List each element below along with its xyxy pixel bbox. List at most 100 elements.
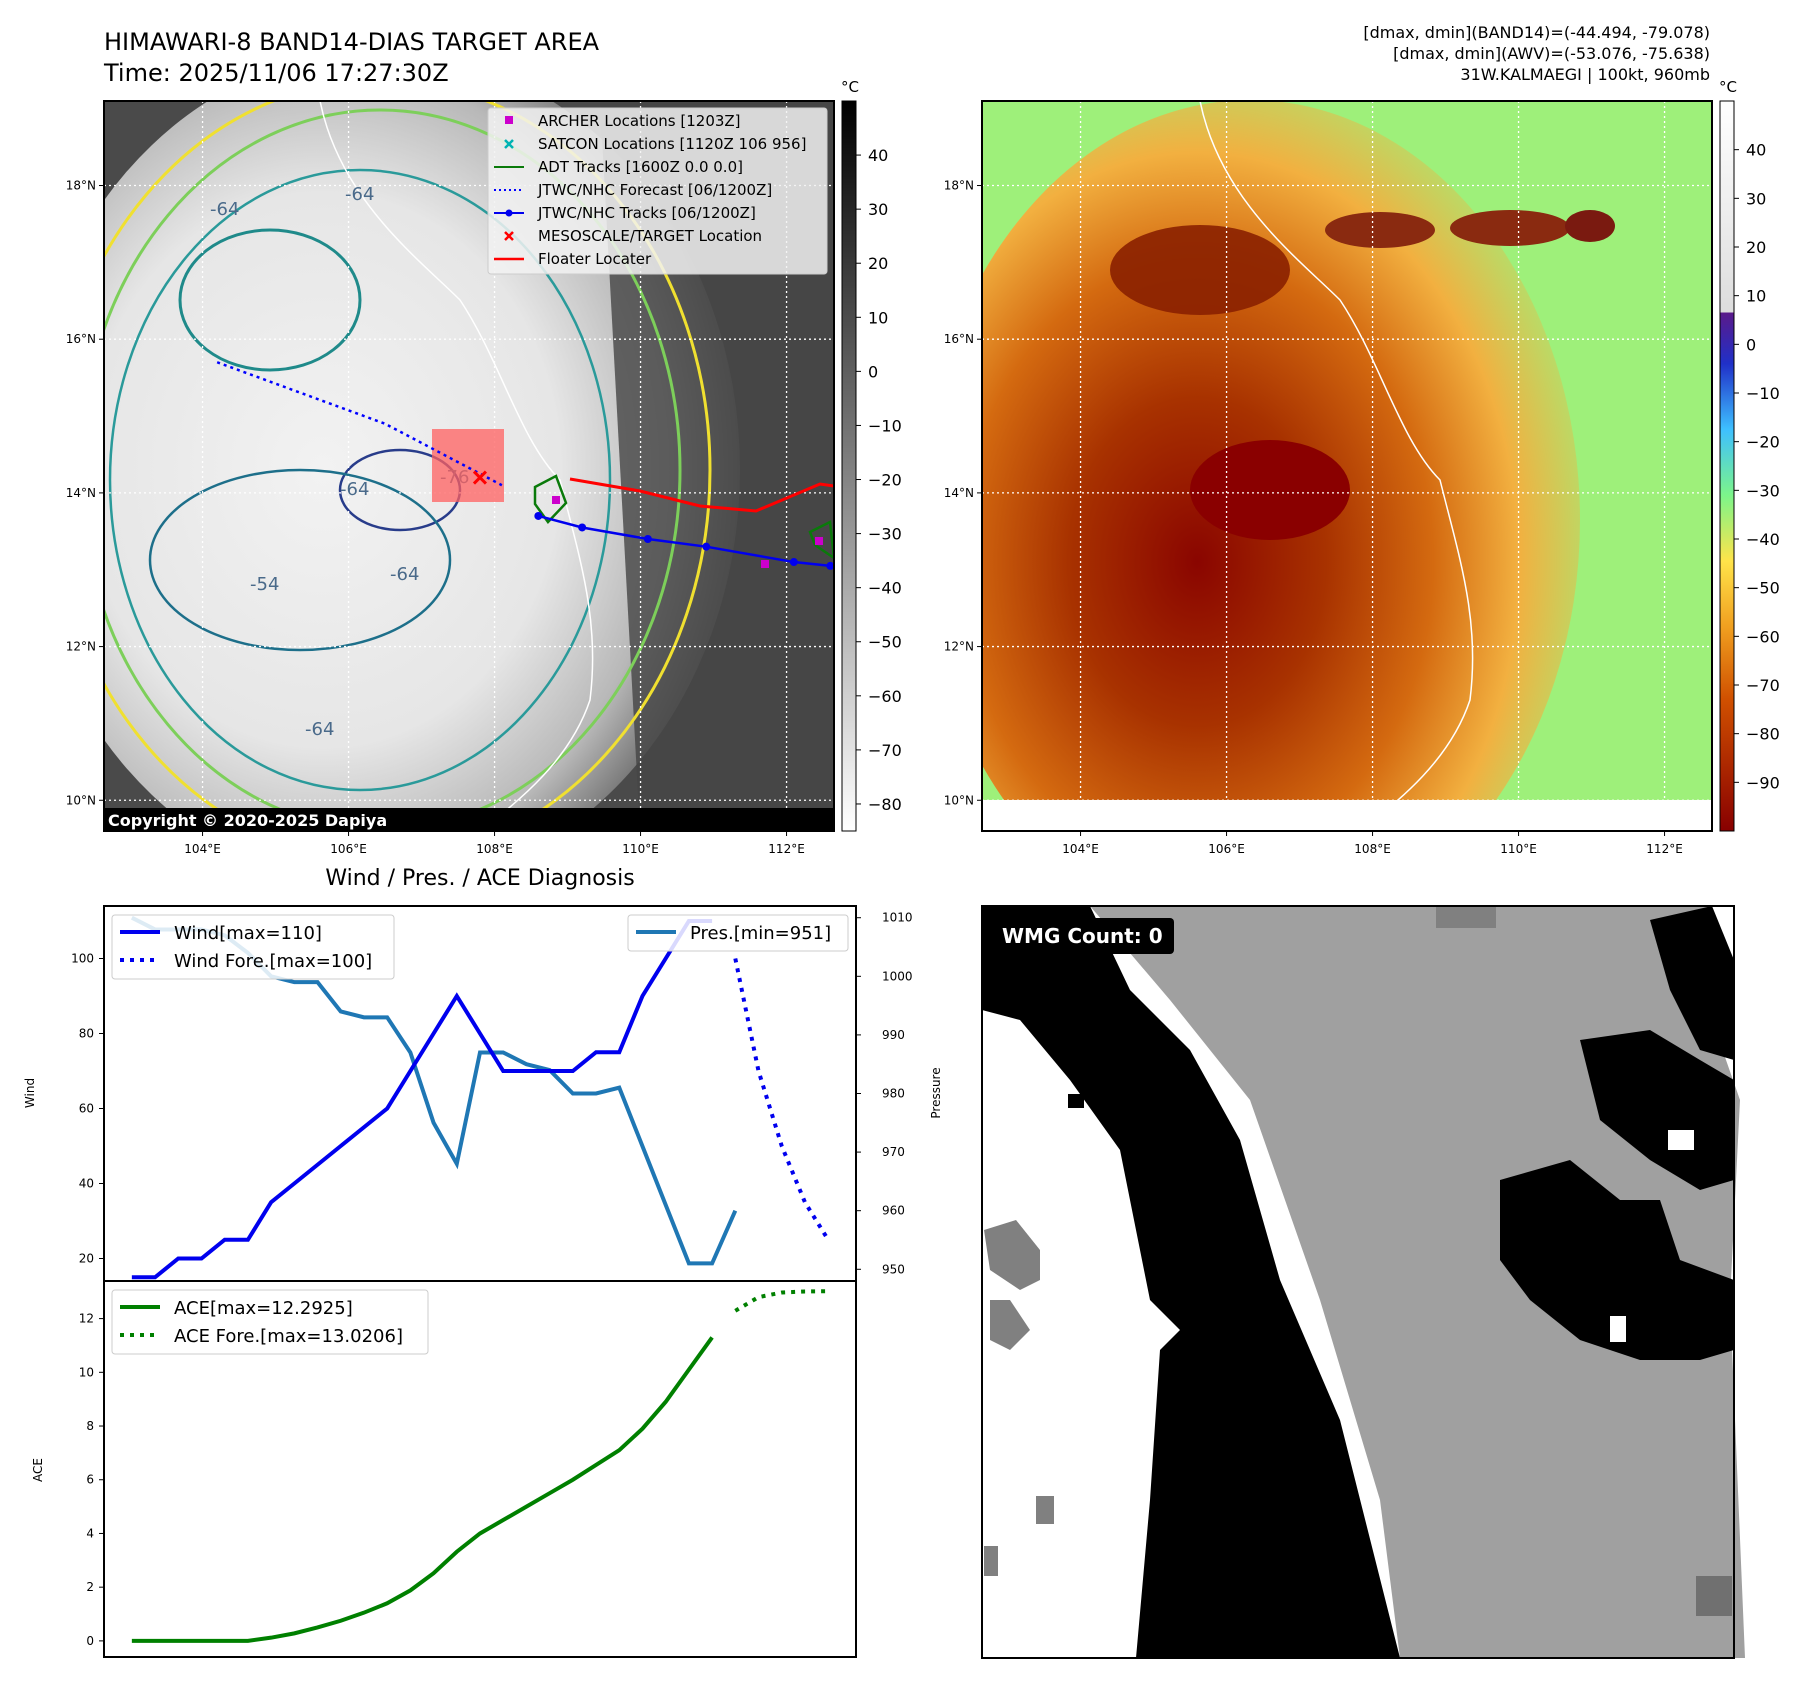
map-x-tick-label: 104°E: [184, 842, 221, 856]
colorbar-tick-label: 40: [1746, 141, 1766, 160]
pressure-y-label: Pressure: [929, 1067, 943, 1118]
map2-gridlines: [982, 101, 1712, 831]
map-x-tick-label: 106°E: [1208, 842, 1245, 856]
map1-cloud-shield: [104, 101, 740, 831]
figure-title: HIMAWARI-8 BAND14-DIAS TARGET AREA: [104, 28, 600, 56]
ace-forecast-legend-label: ACE Fore.[max=13.0206]: [174, 1326, 403, 1347]
band14-colorbar-ticks: 40 30 20 10 0 −10 −20 −30 −40 −50 −60 −70 −80: [856, 146, 902, 814]
dot-marker-icon: [505, 209, 513, 217]
colorbar-tick-label: 0: [868, 362, 878, 381]
wind-pressure-chart: Wind / Pres. / ACE Diagnosis 20 40 60 80 100…: [23, 866, 943, 1282]
map-y-tick-label: 12°N: [66, 640, 96, 654]
jtwc-track-point: [578, 523, 587, 532]
wmg-count-badge: [990, 918, 1174, 954]
contour-label: -64: [390, 564, 419, 585]
jtwc-track-points: [534, 511, 834, 570]
colorbar-tick-label: −40: [868, 579, 902, 598]
ace-y-tick-label: 0: [86, 1634, 94, 1648]
x-marker-icon: [504, 139, 514, 149]
map1-legend-item: Floater Locater: [494, 250, 652, 268]
map1-coastline: [319, 101, 594, 831]
ace-legend: ACE[max=12.2925] ACE Fore.[max=13.0206]: [111, 1289, 429, 1355]
colorbar-tick-label: 20: [868, 254, 888, 273]
map1-legend-item: JTWC/NHC Tracks [06/1200Z]: [494, 204, 756, 222]
colorbar-tick-label: −90: [1746, 773, 1780, 792]
ace-y-tick-label: 2: [86, 1580, 94, 1594]
awv-colorbar-ticks: 40 30 20 10 0 −10 −20 −30 −40 −50 −60 −70 −80 −90: [1734, 141, 1780, 792]
ace-y-label: ACE: [31, 1458, 45, 1482]
wmg-dark-gray-patch: [984, 1220, 1040, 1290]
contour-label: -64: [340, 479, 369, 500]
map-x-tick-label: 112°E: [768, 842, 805, 856]
map1-contour: [148, 468, 452, 652]
colorbar-tick-label: −60: [1746, 627, 1780, 646]
colorbar-tick-label: −20: [868, 471, 902, 490]
jtwc-forecast-line: [216, 361, 503, 487]
map2-frame: [981, 100, 1713, 832]
map1-x-axis: 104°E 106°E 108°E 110°E 112°E: [184, 831, 805, 856]
map1-legend-label: JTWC/NHC Tracks [06/1200Z]: [537, 204, 756, 222]
pressure-legend-box: [627, 914, 849, 952]
jtwc-track-point: [789, 558, 798, 567]
colorbar-tick-label: −80: [1746, 725, 1780, 744]
map1-frame: [103, 100, 835, 832]
jtwc-track-point: [702, 542, 711, 551]
pressure-y-tick-label: 960: [882, 1204, 905, 1218]
wmg-black-speck: [1068, 1094, 1084, 1108]
copyright-bar: [104, 808, 834, 831]
wind-y-label: Wind: [23, 1078, 37, 1108]
map-y-tick-label: 10°N: [944, 793, 974, 807]
contour-label: -64: [305, 719, 334, 740]
map1-legend-item: MESOSCALE/TARGET Location: [504, 227, 762, 245]
map-x-tick-label: 110°E: [622, 842, 659, 856]
x-marker-icon: [504, 231, 514, 241]
colorbar-tick-label: 10: [1746, 287, 1766, 306]
wmg-mask-panel: WMG Count: 0: [981, 905, 1745, 1659]
ace-series-line: [131, 1336, 714, 1643]
map1-legend-label: ARCHER Locations [1203Z]: [538, 112, 741, 130]
wmg-black-region: [1580, 1030, 1734, 1190]
wmg-dark-gray-patch: [984, 1546, 998, 1576]
map-y-tick-label: 14°N: [944, 486, 974, 500]
map1-y-axis: 18°N 16°N 14°N 12°N 10°N: [66, 179, 104, 807]
band14-colorbar-unit: °C: [841, 78, 859, 96]
map1-legend-item: JTWC/NHC Forecast [06/1200Z]: [494, 181, 772, 199]
awv-map-panel: 104°E 106°E 108°E 110°E 112°E 18°N 16°N 14°N 12…: [944, 78, 1780, 856]
archer-location-marker: [761, 560, 769, 568]
target-x-mark: [472, 470, 488, 485]
ace-legend-label: ACE[max=12.2925]: [174, 1298, 353, 1319]
floater-target-box: [432, 429, 504, 502]
colorbar-tick-label: −20: [1746, 433, 1780, 452]
map2-y-axis: 18°N 16°N 14°N 12°N 10°N: [944, 179, 982, 807]
pressure-y-tick-label: 990: [882, 1028, 905, 1042]
map-y-tick-label: 12°N: [944, 640, 974, 654]
figure-time: Time: 2025/11/06 17:27:30Z: [103, 59, 449, 87]
info-band14-range: [dmax, dmin](BAND14)=(-44.494, -79.078): [1363, 23, 1710, 42]
adt-track: [533, 474, 568, 524]
wind-y-tick-label: 20: [79, 1252, 94, 1266]
ace-y-axis: 0 2 4 6 8 10 12: [79, 1312, 104, 1648]
wind-legend-box: [111, 914, 395, 980]
colorbar-tick-label: 30: [1746, 189, 1766, 208]
map1-contour: [108, 168, 612, 792]
band14-colorbar: [841, 100, 857, 832]
ace-y-tick-label: 10: [79, 1365, 94, 1379]
wmg-count-text: WMG Count: 0: [1002, 924, 1163, 948]
contour-label: -54: [250, 574, 279, 595]
square-marker-icon: [505, 116, 513, 124]
wind-y-tick-label: 100: [71, 952, 94, 966]
floater-locater-track: [569, 477, 834, 513]
copyright-text: Copyright © 2020-2025 Dapiya: [108, 811, 387, 830]
mesoscale-target-marker: [472, 470, 488, 485]
map-y-tick-label: 10°N: [66, 793, 96, 807]
wmg-dark-gray-patch: [1436, 906, 1496, 928]
wmg-black-speck: [1160, 1186, 1178, 1200]
colorbar-tick-label: 40: [868, 146, 888, 165]
map-y-tick-label: 14°N: [66, 486, 96, 500]
colorbar-tick-label: −70: [1746, 676, 1780, 695]
map1-legend-label: ADT Tracks [1600Z 0.0 0.0]: [538, 158, 743, 176]
colorbar-tick-label: 20: [1746, 238, 1766, 257]
ace-y-tick-label: 12: [79, 1312, 94, 1326]
jtwc-track-point: [643, 535, 652, 543]
